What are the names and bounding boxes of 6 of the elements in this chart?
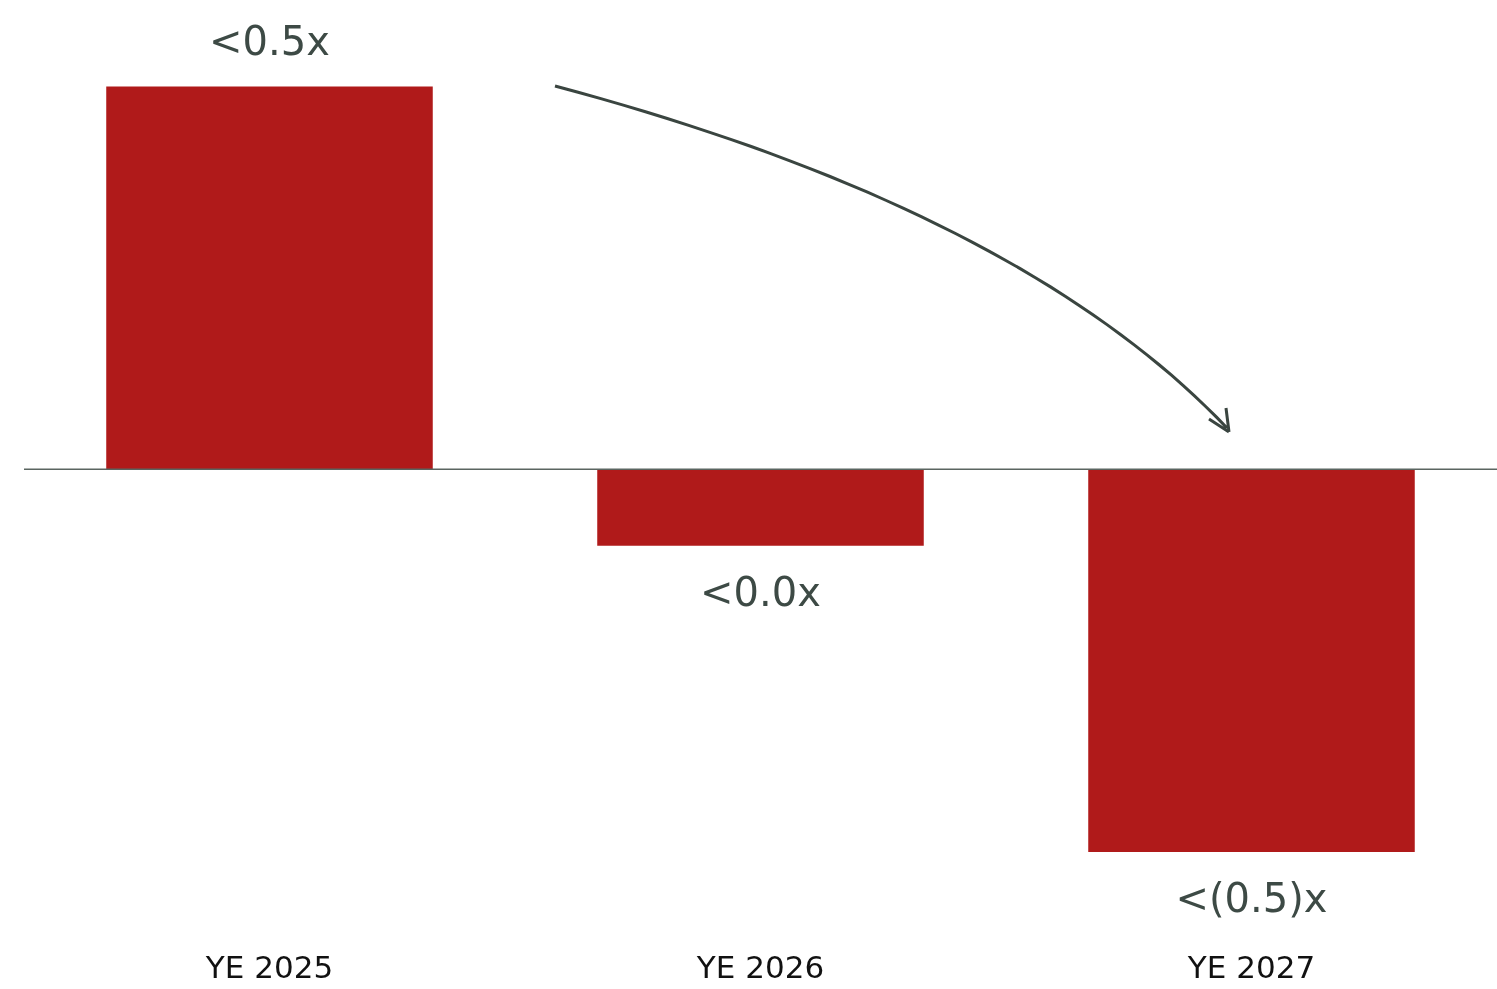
data-label: <0.5x xyxy=(209,17,330,64)
data-label: <0.0x xyxy=(700,569,821,616)
x-tick-label: YE 2025 xyxy=(204,949,334,986)
x-tick-label: YE 2026 xyxy=(695,949,825,986)
x-tick-label: YE 2027 xyxy=(1186,949,1316,986)
data-label: <(0.5)x xyxy=(1175,875,1328,922)
